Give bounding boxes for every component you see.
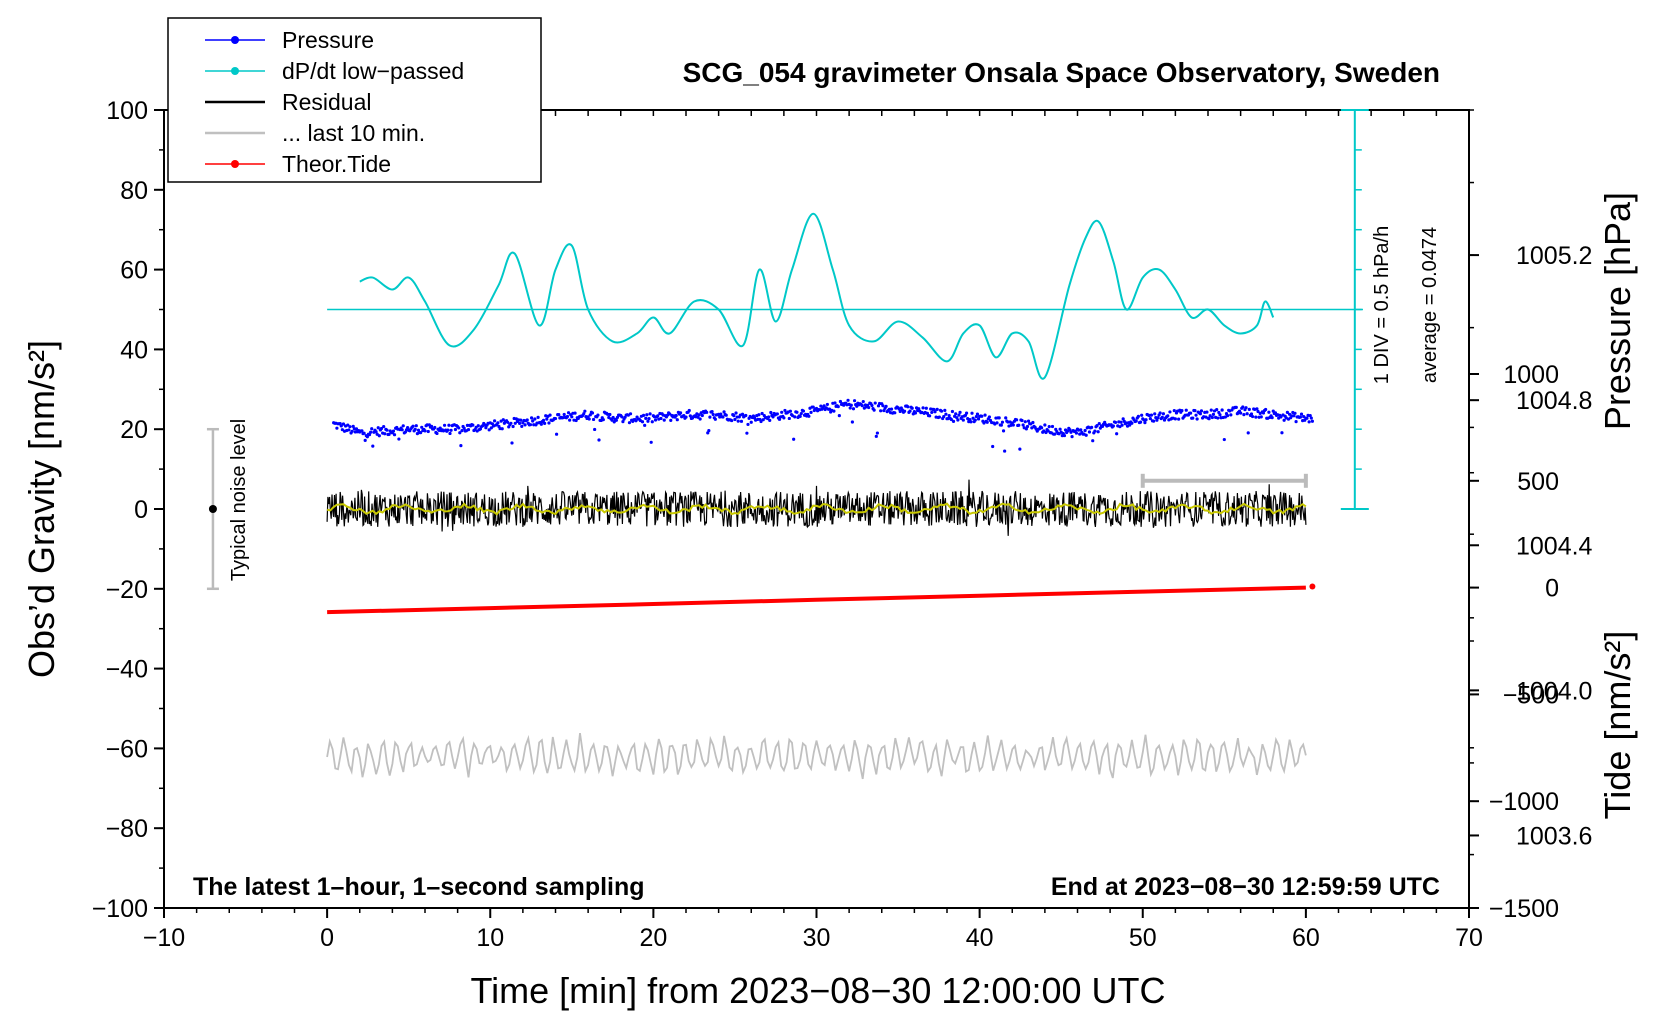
legend-marker — [231, 36, 239, 44]
y-tick-label: 0 — [134, 496, 148, 524]
x-tick-label: 20 — [639, 924, 667, 952]
legend-label: ... last 10 min. — [282, 120, 425, 146]
y-tick-label: 20 — [120, 416, 148, 444]
bottom-left-note: The latest 1–hour, 1–second sampling — [193, 873, 645, 901]
tide-tick-label: −500 — [1503, 681, 1559, 709]
y-tick-label: −100 — [92, 895, 148, 923]
y-tick-label: −40 — [106, 656, 148, 684]
x-tick-label: 0 — [320, 924, 334, 952]
pressure-tick-label: 1004.8 — [1516, 387, 1592, 415]
x-tick-label: −10 — [143, 924, 185, 952]
pressure-tick-label: 1004.4 — [1516, 532, 1593, 560]
y-tick-label: −80 — [106, 815, 148, 843]
legend-items: Pressure dP/dt low−passed Residual ... last… — [205, 27, 464, 177]
tide-tick-label: −1000 — [1489, 788, 1559, 816]
y-tick-label: 100 — [106, 97, 148, 125]
x-tick-label: 50 — [1129, 924, 1157, 952]
last10-series-line — [326, 732, 1307, 780]
x-tick-label: 30 — [803, 924, 831, 952]
noise-label: Typical noise level — [228, 419, 250, 581]
legend: Pressure dP/dt low−passed Residual ... last… — [167, 17, 542, 183]
pressure-axis-label: Pressure [hPa] — [1597, 192, 1638, 430]
y-tick-label: −20 — [106, 576, 148, 604]
x-tick-label: 40 — [966, 924, 994, 952]
pressure-points — [332, 398, 1314, 453]
x-tick-label: 70 — [1455, 924, 1483, 952]
overlay-layer — [206, 109, 1369, 591]
x-tick-label: 60 — [1292, 924, 1320, 952]
legend-marker — [231, 160, 239, 168]
pressure-tick-label: 1004.0 — [1516, 677, 1592, 705]
legend-label: Theor.Tide — [282, 151, 391, 177]
legend-label: Pressure — [282, 27, 374, 53]
pressure-tick-label: 1005.2 — [1516, 242, 1592, 270]
tide-tick-label: −1500 — [1489, 895, 1559, 923]
series-layer — [326, 212, 1363, 780]
pressure-series — [332, 398, 1314, 453]
chart-title: SCG_054 gravimeter Onsala Space Observat… — [683, 57, 1440, 88]
tide-tick-label: 0 — [1545, 575, 1559, 603]
legend-label: dP/dt low−passed — [282, 58, 464, 84]
dpdt-scale-label: 1 DIV = 0.5 hPa/h — [1371, 226, 1393, 384]
tide-series-line — [327, 585, 1306, 615]
y-axis-left-label: Obs’d Gravity [nm/s²] — [21, 340, 62, 678]
y-tick-label: −60 — [106, 735, 148, 763]
legend-box — [167, 17, 542, 183]
tide-axis-label: Tide [nm/s²] — [1597, 631, 1638, 820]
tide-tick-label: 500 — [1517, 468, 1559, 496]
axis-ticks: −10 0 10 20 30 40 50 60 70100806040200−20−40−60−… — [92, 97, 1593, 952]
y-tick-label: 40 — [120, 336, 148, 364]
bottom-right-note: End at 2023−08−30 12:59:59 UTC — [1051, 873, 1440, 901]
noise-bar-center — [208, 505, 217, 513]
plot-area: −10 0 10 20 30 40 50 60 70100806040200−20−40−60−… — [92, 97, 1593, 952]
tide-end-point — [1309, 583, 1316, 590]
tide-tick-label: 1000 — [1503, 361, 1559, 389]
y-tick-label: 80 — [120, 177, 148, 205]
x-axis-label: Time [min] from 2023−08−30 12:00:00 UTC — [470, 970, 1165, 1011]
dpdt-average-label: average = 0.0474 — [1419, 227, 1441, 383]
dpdt-series-line — [359, 212, 1275, 380]
pressure-tick-label: 1003.6 — [1516, 822, 1592, 850]
x-tick-label: 10 — [476, 924, 504, 952]
legend-label: Residual — [282, 89, 372, 115]
residual-smoothed-line — [326, 502, 1307, 516]
y-tick-label: 60 — [120, 257, 148, 285]
legend-marker — [231, 67, 239, 75]
